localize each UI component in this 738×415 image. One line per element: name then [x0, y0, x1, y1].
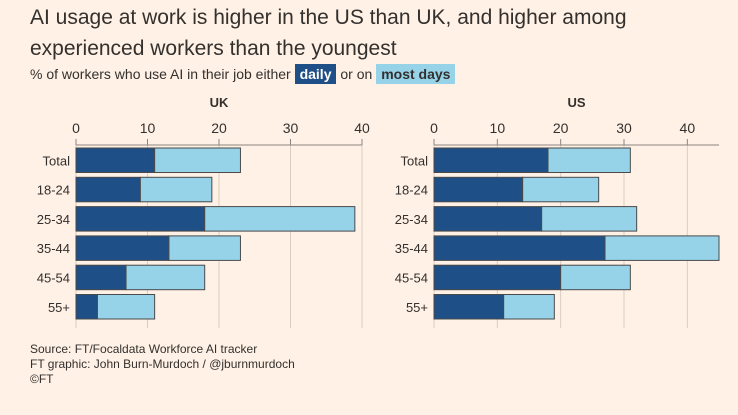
category-label: Total: [43, 153, 71, 168]
chart-footer: Source: FT/Focaldata Workforce AI tracke…: [30, 342, 295, 387]
bar-daily: [75, 235, 170, 261]
bar-daily: [433, 235, 606, 261]
category-label: 18-24: [37, 183, 70, 198]
bar-most-days: [522, 176, 600, 203]
category-label: 25-34: [395, 212, 428, 227]
legend-daily-chip: daily: [294, 64, 337, 84]
x-tick-label: 20: [553, 120, 569, 136]
chart-panel-uk: UK 0 10 20 30 40 Total 18-24 25-34 35-44 45-54 55+: [37, 95, 370, 328]
bar-daily: [433, 264, 562, 291]
x-tick-label: 10: [140, 120, 156, 136]
bar-most-days: [560, 264, 631, 291]
bar-most-days: [503, 294, 555, 320]
x-tick-label: 40: [354, 120, 370, 136]
x-tick-label: 0: [72, 120, 80, 136]
bar-most-days: [154, 147, 241, 173]
chart-title: AI usage at work is higher in the US tha…: [30, 6, 627, 60]
bar-most-days: [541, 206, 638, 232]
graphic-credit: FT graphic: John Burn-Murdoch / @jburnmu…: [30, 357, 295, 371]
chart-panel-us: US 0 10 20 30 40 Total 18-24 25-34 35-44 45-54 55+: [395, 95, 720, 328]
chart-subtitle: % of workers who use AI in their job eit…: [30, 63, 456, 85]
panel-title-uk: UK: [210, 95, 229, 110]
bar-daily: [75, 147, 156, 173]
category-label: 25-34: [37, 212, 70, 227]
panel-title-us: US: [567, 95, 585, 110]
x-tick-label: 30: [283, 120, 299, 136]
x-tick-label: 40: [680, 120, 696, 136]
category-label: 35-44: [395, 241, 428, 256]
bar-most-days: [604, 235, 720, 261]
bar-daily: [75, 176, 141, 203]
bar-most-days: [204, 206, 356, 232]
source-note: Source: FT/Focaldata Workforce AI tracke…: [30, 342, 258, 356]
copyright-note: ©FT: [30, 372, 54, 386]
bar-daily: [433, 147, 549, 173]
bar-most-days: [96, 294, 156, 320]
category-label: Total: [401, 153, 429, 168]
bar-daily: [433, 176, 524, 203]
category-label: 45-54: [395, 270, 428, 285]
category-label: 55+: [48, 300, 70, 315]
bar-most-days: [168, 235, 241, 261]
bar-most-days: [125, 264, 206, 291]
bar-daily: [75, 294, 98, 320]
bar-daily: [75, 206, 206, 232]
bar-most-days: [139, 176, 213, 203]
chart-area: UK0 10 20 30 40Total18-2425-3435-4445-5455+U…: [37, 95, 720, 328]
bar-daily: [433, 294, 505, 320]
subtitle-connector: or on: [340, 66, 373, 82]
bar-most-days: [547, 147, 631, 173]
bar-daily: [75, 264, 127, 291]
x-tick-label: 30: [616, 120, 632, 136]
subtitle-prefix: % of workers who use AI in their job eit…: [30, 66, 291, 82]
bar-daily: [433, 206, 543, 232]
category-label: 35-44: [37, 241, 70, 256]
category-label: 18-24: [395, 183, 428, 198]
x-tick-label: 10: [490, 120, 506, 136]
legend-most-days-chip: most days: [376, 64, 456, 84]
x-tick-label: 0: [430, 120, 438, 136]
x-tick-label: 20: [211, 120, 227, 136]
category-label: 55+: [406, 300, 428, 315]
category-label: 45-54: [37, 270, 70, 285]
